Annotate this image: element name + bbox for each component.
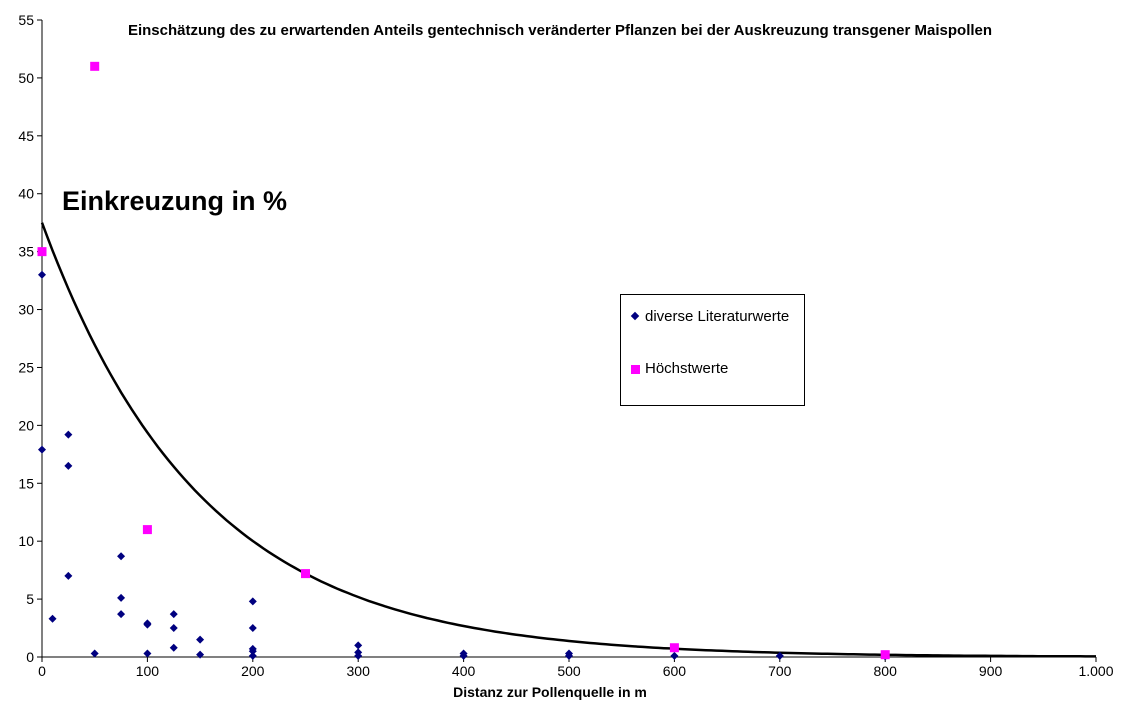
point-diamond [169,610,178,619]
x-tick-label: 200 [241,663,265,679]
point-diamond [565,651,573,660]
point-diamond [38,270,46,279]
y-tick-label: 50 [18,70,34,86]
x-tick-label: 400 [452,663,476,679]
point-square [880,650,890,660]
y-tick-label: 55 [18,12,34,28]
legend-entry-hoechstwerte: Höchstwerte [629,359,795,379]
y-tick-label: 25 [18,359,34,375]
y-tick-label: 5 [26,591,34,607]
x-tick-label: 600 [663,663,687,679]
point-diamond [117,593,126,602]
x-axis-title: Distanz zur Pollenquelle in m [453,684,647,700]
point-diamond [670,651,679,660]
y-tick-label: 0 [26,649,34,665]
point-diamond [169,643,178,652]
point-diamond [64,571,73,580]
point-square [669,643,679,653]
point-diamond [48,614,57,623]
point-square [142,525,152,535]
axes: 0 5 10 15 20 25 30 35 40 45 50 55 0 100 200 300 400 500 60… [18,12,1113,679]
point-diamond [117,552,126,561]
x-tick-label: 300 [347,663,371,679]
y-tick-label: 35 [18,244,34,260]
y-axis-title: Einkreuzung in % [62,186,288,216]
point-diamond [117,610,126,619]
x-tick-label: 100 [136,663,160,679]
legend-entry-literaturwerte: diverse Literaturwerte [629,307,795,327]
point-diamond [248,647,257,656]
y-tick-label: 15 [18,475,34,491]
y-tick-label: 40 [18,186,34,202]
x-tick-label: 700 [768,663,792,679]
point-diamond [64,430,73,439]
x-tick-label: 900 [979,663,1003,679]
point-diamond [459,651,468,660]
point-diamond [64,461,73,470]
trendline [40,222,1096,658]
legend-label: Höchstwerte [645,360,729,377]
point-square [90,61,100,71]
point-diamond [90,649,99,658]
point-diamond [196,635,205,644]
y-tick-label: 10 [18,533,34,549]
x-tick-label: 0 [38,663,46,679]
y-tick-label: 20 [18,417,34,433]
diamond-marker-icon [629,307,643,325]
point-diamond [248,597,257,606]
y-tick-label: 45 [18,128,34,144]
point-square [301,569,310,579]
legend: diverse Literaturwerte Höchstwerte [620,294,805,406]
point-diamond [143,649,152,658]
data-marks [37,61,890,661]
point-diamond [354,651,363,660]
chart-title: Einschätzung des zu erwartenden Anteils … [127,22,993,39]
x-tick-label: 1.000 [1078,663,1113,679]
point-square [37,247,47,257]
square-marker-icon [629,359,643,377]
point-diamond [38,445,46,454]
point-diamond [775,651,784,660]
x-tick-label: 800 [874,663,898,679]
point-diamond [169,624,178,633]
point-diamond [248,624,257,633]
x-tick-label: 500 [557,663,581,679]
point-diamond [248,651,257,660]
legend-label: diverse Literaturwerte [645,308,790,325]
trendline-path [40,222,1096,658]
y-tick-label: 30 [18,302,34,318]
point-diamond [143,620,152,629]
point-diamond [354,641,363,650]
point-diamond [196,650,205,659]
